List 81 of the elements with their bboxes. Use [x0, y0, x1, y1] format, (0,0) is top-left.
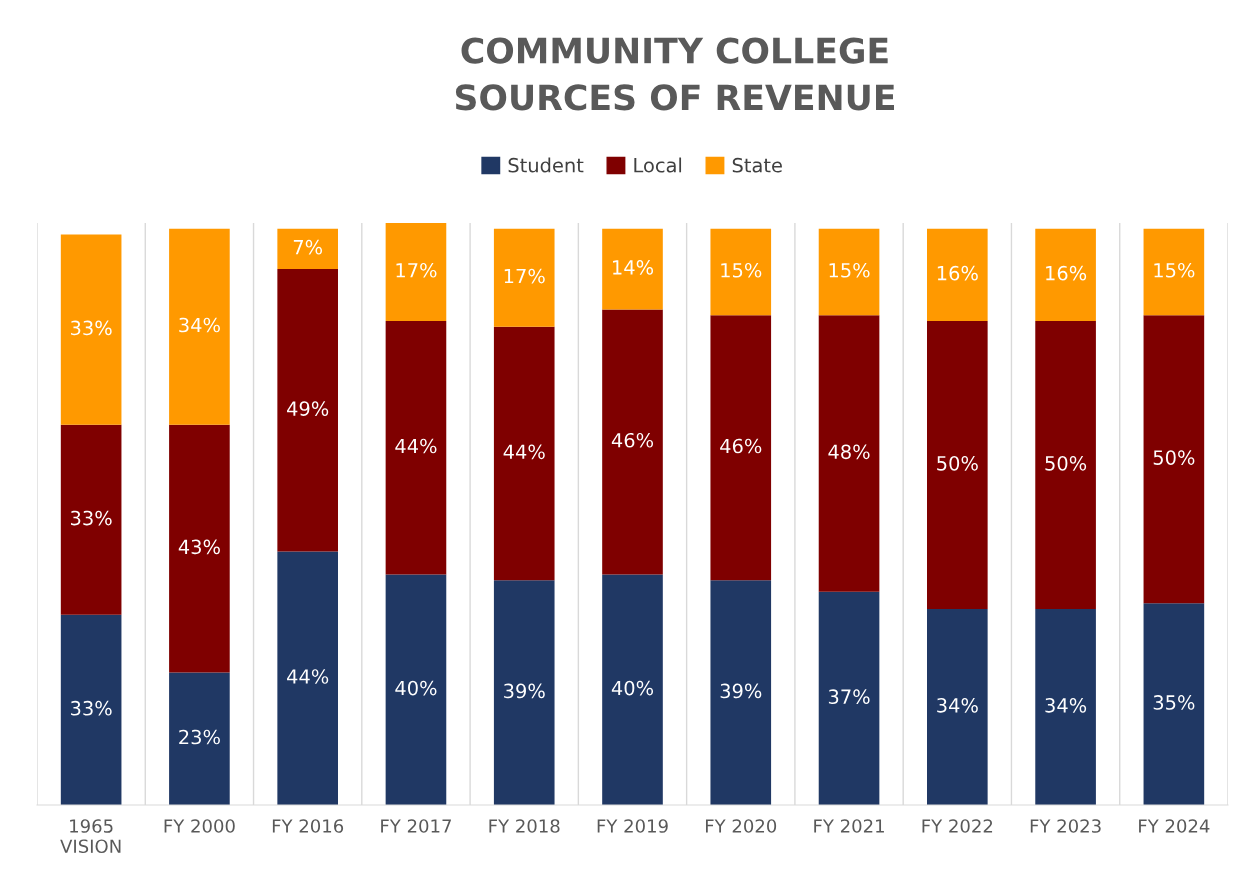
data-label: 16%	[937, 265, 978, 281]
bar	[1035, 320, 1096, 610]
bar	[169, 424, 230, 673]
bar	[1143, 603, 1205, 805]
bar	[385, 574, 447, 805]
data-label: 46%	[611, 432, 654, 448]
data-label: 48%	[828, 444, 870, 460]
x-tick-label: FY 2000	[164, 819, 235, 833]
bar	[602, 309, 663, 575]
data-label: 7%	[293, 239, 323, 255]
bar	[1143, 315, 1205, 604]
legend-label: State	[732, 157, 782, 173]
x-tick-label: FY 2018	[489, 819, 560, 833]
bar	[169, 228, 230, 425]
bar	[493, 228, 555, 327]
x-tick-label: FY 2019	[597, 819, 668, 833]
data-label: 15%	[721, 262, 762, 278]
data-label: 17%	[504, 268, 545, 284]
bar	[385, 223, 447, 321]
x-tick-label: 1965 VISION	[60, 819, 121, 854]
data-label: 43%	[178, 539, 220, 555]
data-label: 33%	[71, 510, 112, 526]
x-tick-label: FY 2024	[1139, 819, 1210, 833]
x-tick-label: FY 2017	[381, 819, 451, 833]
data-label: 49%	[287, 401, 329, 416]
data-label: 37%	[828, 689, 870, 705]
bar	[277, 228, 338, 270]
bar	[60, 424, 122, 615]
data-label: 44%	[287, 669, 329, 684]
chart-title: COMMUNITY COLLEGE SOURCES OF REVENUE	[455, 37, 895, 111]
data-label: 34%	[1045, 697, 1087, 713]
bar	[1035, 609, 1096, 805]
x-tick-label: FY 2020	[705, 819, 777, 833]
bar	[927, 228, 988, 321]
data-label: 40%	[395, 680, 437, 696]
bar	[927, 320, 988, 610]
data-label: 40%	[611, 680, 654, 696]
data-label: 50%	[1153, 450, 1195, 465]
data-label: 44%	[503, 444, 545, 460]
bar	[602, 574, 663, 805]
legend-label: Student	[508, 157, 584, 173]
bar	[710, 228, 772, 316]
data-label: 15%	[829, 262, 870, 278]
data-label: 17%	[396, 262, 437, 278]
bar	[60, 614, 122, 805]
bar	[277, 269, 338, 552]
data-label: 39%	[504, 683, 545, 699]
bar	[277, 551, 338, 805]
bar	[818, 228, 880, 316]
bar	[1035, 228, 1096, 321]
data-label: 16%	[1046, 265, 1087, 281]
bar	[818, 315, 880, 592]
data-label: 34%	[179, 317, 220, 333]
bar	[493, 326, 555, 581]
data-label: 46%	[720, 438, 762, 454]
data-label: 35%	[1153, 695, 1195, 710]
x-tick-label: FY 2016	[272, 819, 344, 833]
bar	[385, 320, 447, 575]
data-label: 50%	[1045, 455, 1087, 471]
x-tick-label: FY 2021	[814, 819, 884, 833]
bar	[169, 672, 230, 805]
data-label: 14%	[613, 260, 654, 275]
bar	[927, 609, 988, 805]
bar	[710, 315, 772, 581]
bar	[710, 580, 772, 805]
legend-label: Local	[634, 157, 682, 173]
data-label: 50%	[937, 455, 978, 471]
bar	[602, 228, 663, 310]
bar	[818, 591, 880, 805]
data-label: 39%	[720, 683, 762, 699]
bar	[1143, 228, 1205, 316]
data-label: 34%	[937, 697, 978, 713]
data-label: 33%	[71, 700, 112, 716]
x-tick-label: FY 2022	[922, 819, 993, 833]
data-label: 23%	[179, 729, 220, 745]
bar	[493, 580, 555, 805]
data-label: 15%	[1154, 262, 1195, 278]
data-label: 33%	[71, 320, 112, 336]
bar	[60, 234, 122, 425]
data-label: 44%	[395, 438, 437, 454]
x-tick-label: FY 2023	[1030, 819, 1101, 833]
